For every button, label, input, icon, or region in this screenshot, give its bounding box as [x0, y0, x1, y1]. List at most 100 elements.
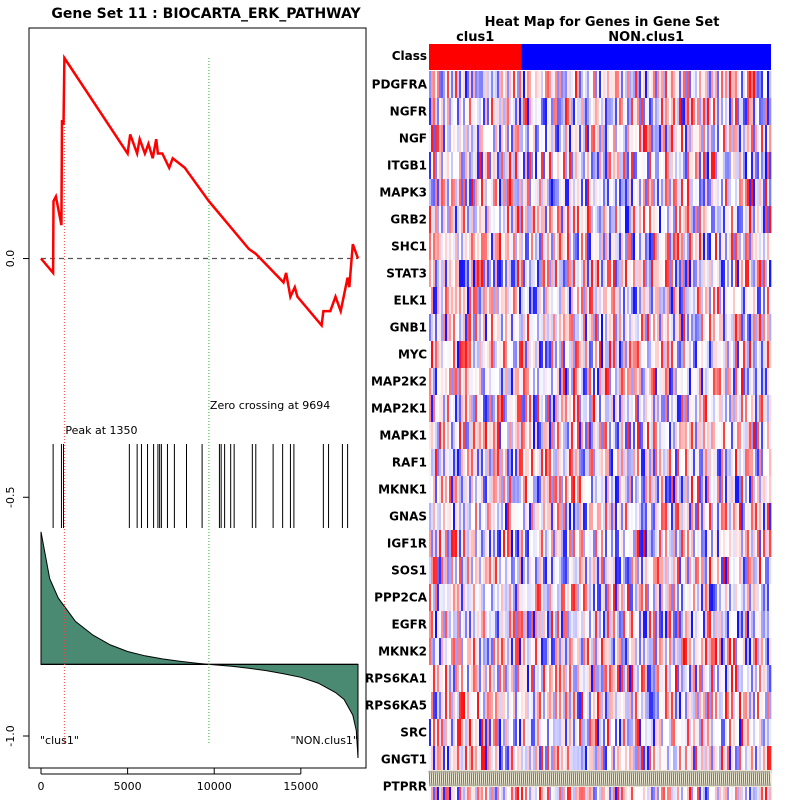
- heat-cell: [673, 476, 676, 503]
- heat-cell: [653, 584, 656, 611]
- heat-cell: [471, 503, 474, 530]
- heat-cell: [463, 611, 466, 638]
- heat-cell: [513, 449, 516, 476]
- heat-cell: [727, 395, 730, 422]
- heat-cell: [509, 449, 512, 476]
- heat-cell: [757, 746, 760, 773]
- heat-cell: [577, 71, 580, 98]
- heat-cell: [723, 611, 726, 638]
- heat-cell: [659, 665, 662, 692]
- heat-cell: [543, 287, 546, 314]
- heat-cell: [533, 584, 536, 611]
- heat-cell: [741, 746, 744, 773]
- heat-cell: [523, 206, 526, 233]
- heat-cell: [727, 179, 730, 206]
- heat-cell: [599, 557, 602, 584]
- heat-cell: [767, 71, 770, 98]
- sample-tick: [494, 770, 497, 787]
- heat-cell: [433, 395, 436, 422]
- heat-cell: [649, 260, 652, 287]
- heat-cell: [465, 368, 468, 395]
- heat-cell: [687, 638, 690, 665]
- heat-cell: [765, 71, 768, 98]
- heat-cell: [623, 98, 626, 125]
- heat-cell: [601, 719, 604, 746]
- heat-cell: [583, 584, 586, 611]
- heat-cell: [681, 71, 684, 98]
- heat-cell: [517, 665, 520, 692]
- heat-cell: [619, 233, 622, 260]
- heat-cell: [757, 638, 760, 665]
- heat-cell: [489, 98, 492, 125]
- heat-cell: [447, 287, 450, 314]
- heat-cell: [433, 449, 436, 476]
- heat-cell: [723, 368, 726, 395]
- heat-cell: [563, 206, 566, 233]
- heat-cell: [523, 503, 526, 530]
- heat-cell: [619, 206, 622, 233]
- heat-cell: [699, 503, 702, 530]
- heat-cell: [585, 287, 588, 314]
- heat-cell: [511, 530, 514, 557]
- heat-cell: [537, 746, 540, 773]
- heat-cell: [601, 638, 604, 665]
- heat-cell: [607, 98, 610, 125]
- heat-cell: [725, 611, 728, 638]
- heat-cell: [489, 530, 492, 557]
- heat-cell: [559, 314, 562, 341]
- heat-cell: [455, 341, 458, 368]
- heat-cell: [437, 206, 440, 233]
- heat-cell: [559, 665, 562, 692]
- heat-cell: [543, 611, 546, 638]
- heat-cell: [699, 530, 702, 557]
- heat-cell: [681, 233, 684, 260]
- heat-cell: [611, 341, 614, 368]
- heat-cell: [667, 125, 670, 152]
- heat-cell: [609, 395, 612, 422]
- heat-cell: [615, 368, 618, 395]
- heat-cell: [571, 638, 574, 665]
- heat-cell: [591, 71, 594, 98]
- heat-cell: [543, 368, 546, 395]
- heat-cell: [693, 530, 696, 557]
- heat-cell: [627, 287, 630, 314]
- heat-cell: [449, 422, 452, 449]
- heat-cell: [437, 98, 440, 125]
- heat-cell: [525, 719, 528, 746]
- sample-tick: [568, 770, 571, 787]
- heat-cell: [731, 584, 734, 611]
- heat-cell: [573, 557, 576, 584]
- heat-cell: [485, 395, 488, 422]
- heat-cell: [757, 422, 760, 449]
- heat-cell: [603, 719, 606, 746]
- heat-cell: [475, 449, 478, 476]
- heat-cell: [699, 719, 702, 746]
- heat-cell: [505, 584, 508, 611]
- heat-cell: [667, 206, 670, 233]
- heat-cell: [477, 98, 480, 125]
- heat-cell: [581, 98, 584, 125]
- heat-cell: [755, 395, 758, 422]
- heat-cell: [515, 638, 518, 665]
- heat-cell: [619, 179, 622, 206]
- sample-tick: [640, 770, 643, 787]
- heat-cell: [463, 98, 466, 125]
- heat-cell: [703, 503, 706, 530]
- heat-cell: [685, 746, 688, 773]
- heat-cell: [451, 530, 454, 557]
- heat-cell: [721, 557, 724, 584]
- heat-cell: [449, 206, 452, 233]
- heat-cell: [635, 179, 638, 206]
- heat-cell: [673, 287, 676, 314]
- heat-cell: [483, 692, 486, 719]
- heat-cell: [567, 287, 570, 314]
- heat-cell: [535, 638, 538, 665]
- heat-cell: [595, 125, 598, 152]
- heat-cell: [507, 125, 510, 152]
- heat-cell: [665, 611, 668, 638]
- heat-cell: [687, 557, 690, 584]
- heat-cell: [429, 368, 432, 395]
- heat-cell: [679, 611, 682, 638]
- heat-cell: [635, 611, 638, 638]
- heat-cell: [607, 719, 610, 746]
